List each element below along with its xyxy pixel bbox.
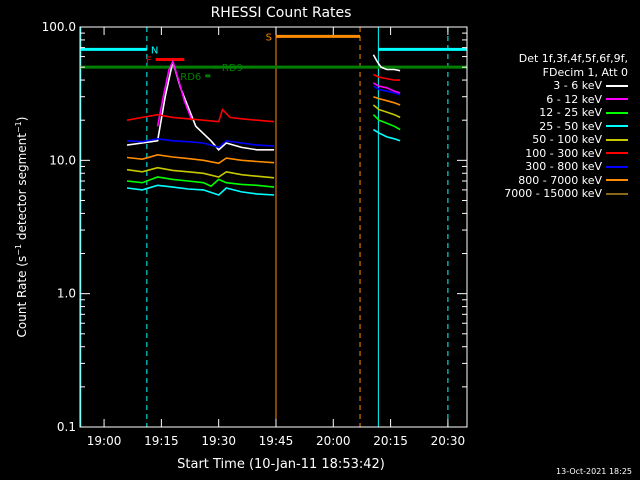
- legend-entry-label: 50 - 100 keV: [532, 133, 602, 146]
- x-axis-label: Start Time (10-Jan-11 18:53:42): [177, 457, 385, 472]
- x-tick-label: 19:15: [144, 434, 179, 448]
- render-timestamp: 13-Oct-2021 18:25: [556, 467, 632, 476]
- legend-entry-label: 12 - 25 keV: [539, 106, 602, 119]
- legend-entry-label: 100 - 300 keV: [525, 146, 602, 160]
- legend-swatch: [606, 98, 628, 101]
- legend-swatch: [606, 125, 628, 128]
- legend-swatch: [606, 138, 628, 141]
- legend-entry: 25 - 50 keV: [476, 120, 636, 134]
- chart-axes: 19:00 19:15 19:30 19:45 20:00 20:15 20:30 0.1 1.…: [42, 20, 468, 448]
- legend-swatch: [606, 152, 628, 155]
- series-line: [373, 95, 401, 106]
- legend-entry-label: 7000 - 15000 keV: [504, 187, 602, 200]
- y-axis-label-sup: −1: [14, 244, 23, 256]
- flag-label: RD6: [180, 72, 201, 83]
- legend-entry-label: 300 - 800 keV: [525, 160, 602, 173]
- legend-entry: 6 - 12 keV: [476, 93, 636, 107]
- legend-entry: 12 - 25 keV: [476, 106, 636, 120]
- plot-frame: [79, 26, 468, 428]
- chart-series: [126, 54, 401, 196]
- y-tick-label: 100.0: [42, 20, 76, 34]
- series-line: [126, 184, 275, 196]
- series-line: [372, 85, 401, 96]
- flag-label: S: [266, 32, 272, 43]
- y-tick-label: 1.0: [57, 287, 76, 301]
- flag-label: N: [151, 45, 158, 56]
- x-tick-label: 20:30: [431, 434, 466, 448]
- legend-swatch: [606, 84, 628, 87]
- x-tick-label: 19:30: [201, 434, 236, 448]
- legend-swatch: [606, 179, 628, 182]
- series-line: [373, 73, 401, 81]
- flag-label: F: [146, 56, 152, 67]
- legend-entry: 800 - 7000 keV: [476, 174, 636, 188]
- y-tick-label: 0.1: [57, 420, 76, 434]
- legend-swatch: [606, 192, 628, 195]
- chart-title: RHESSI Count Rates: [211, 5, 352, 21]
- chart-legend: Det 1f,3f,4f,5f,6f,9f, FDecim 1, Att 0 3…: [476, 52, 636, 201]
- y-tick-label: 10.0: [49, 153, 76, 167]
- legend-swatch: [606, 165, 628, 168]
- x-tick-label: 20:00: [316, 434, 351, 448]
- x-tick-label: 20:15: [373, 434, 408, 448]
- series-line: [156, 59, 193, 127]
- series-line: [372, 104, 401, 119]
- x-tick-label: 19:45: [259, 434, 294, 448]
- y-axis-label-part: Count Rate (s: [15, 256, 29, 338]
- legend-entry-label: 25 - 50 keV: [539, 119, 602, 133]
- series-line: [373, 82, 401, 94]
- legend-swatch: [606, 111, 628, 114]
- series-line: [372, 54, 401, 72]
- legend-entry-label: 3 - 6 keV: [553, 79, 602, 92]
- series-line: [126, 61, 275, 151]
- series-line: [126, 176, 275, 188]
- y-axis-label-part: ): [15, 117, 29, 122]
- legend-header-detectors: Det 1f,3f,4f,5f,6f,9f,: [518, 52, 628, 65]
- legend-entry-label: 800 - 7000 keV: [518, 173, 602, 187]
- chart-annotations: NF S RD9 RD6: [80, 27, 467, 427]
- series-line: [126, 166, 275, 179]
- legend-header-decimation: FDecim 1, Att 0: [542, 65, 628, 79]
- series-line: [372, 128, 401, 142]
- legend-entry: 50 - 100 keV: [476, 133, 636, 147]
- x-tick-label: 19:00: [87, 434, 122, 448]
- legend-entry: 7000 - 15000 keV: [476, 187, 636, 201]
- series-line: [126, 137, 275, 149]
- legend-entry: 3 - 6 keV: [476, 79, 636, 93]
- legend-entries: 3 - 6 keV 6 - 12 keV 12 - 25 keV 25 - 50 ke…: [476, 79, 636, 201]
- flag-label: RD9: [222, 63, 243, 74]
- series-line: [126, 108, 275, 123]
- series-line: [126, 153, 275, 165]
- legend-entry: 100 - 300 keV: [476, 147, 636, 161]
- legend-entry: 300 - 800 keV: [476, 160, 636, 174]
- series-line: [372, 114, 401, 131]
- y-axis-label: Count Rate (s−1 detector segment−1): [14, 117, 29, 338]
- y-axis-label-sup: −1: [14, 121, 23, 133]
- y-axis-label-part: detector segment: [15, 133, 29, 244]
- legend-entry-label: 6 - 12 keV: [546, 92, 602, 106]
